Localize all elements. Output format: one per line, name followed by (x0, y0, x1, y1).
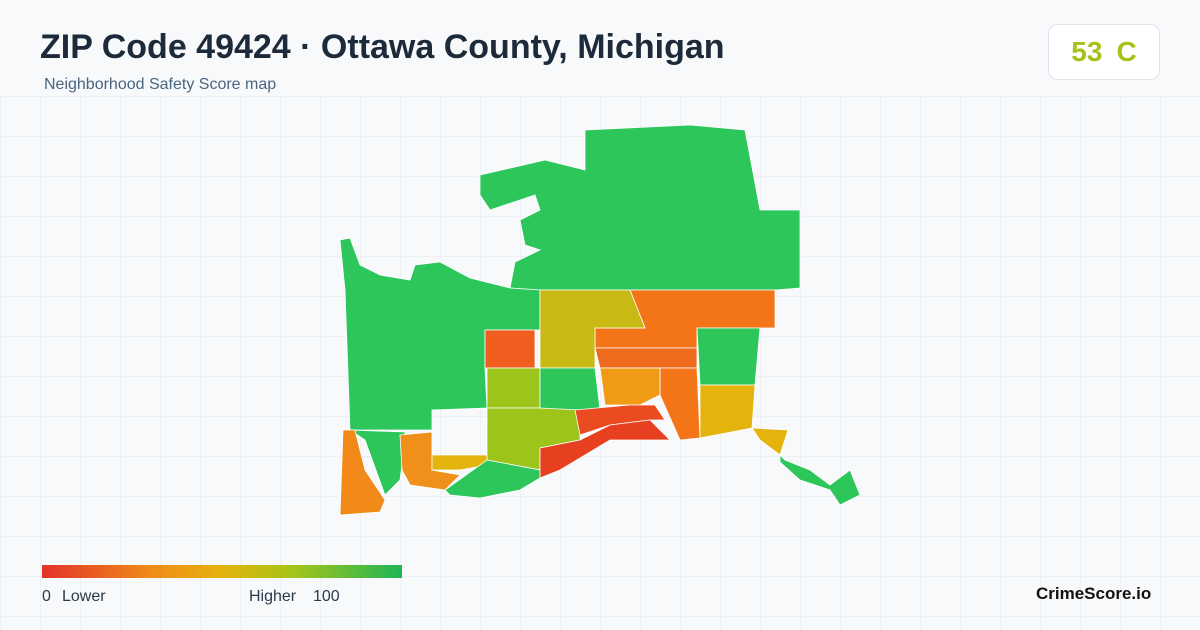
region (539, 419, 671, 479)
title: ZIP Code 49424 · Ottawa County, Michigan (40, 28, 725, 66)
region (484, 329, 536, 369)
region (594, 347, 698, 369)
region (348, 429, 406, 496)
grade: C (1116, 36, 1137, 67)
region (599, 367, 661, 406)
region (779, 454, 861, 506)
score: 53 (1071, 36, 1103, 67)
region (339, 429, 386, 516)
legend-min: 0 (42, 588, 51, 605)
region (574, 404, 666, 436)
region (696, 327, 761, 386)
region (539, 367, 601, 411)
legend-high-label: Higher (249, 588, 297, 605)
zip-area (339, 124, 861, 516)
legend-low-label: Lower (62, 588, 106, 605)
region (486, 367, 541, 409)
region (431, 454, 488, 471)
region (399, 431, 461, 491)
region (444, 459, 541, 499)
score-badge: 53 C (1048, 24, 1160, 80)
legend-max: 100 (313, 588, 340, 605)
brand: CrimeScore.io (1036, 584, 1152, 603)
subtitle: Neighborhood Safety Score map (44, 76, 277, 93)
legend-gradient (42, 565, 402, 578)
